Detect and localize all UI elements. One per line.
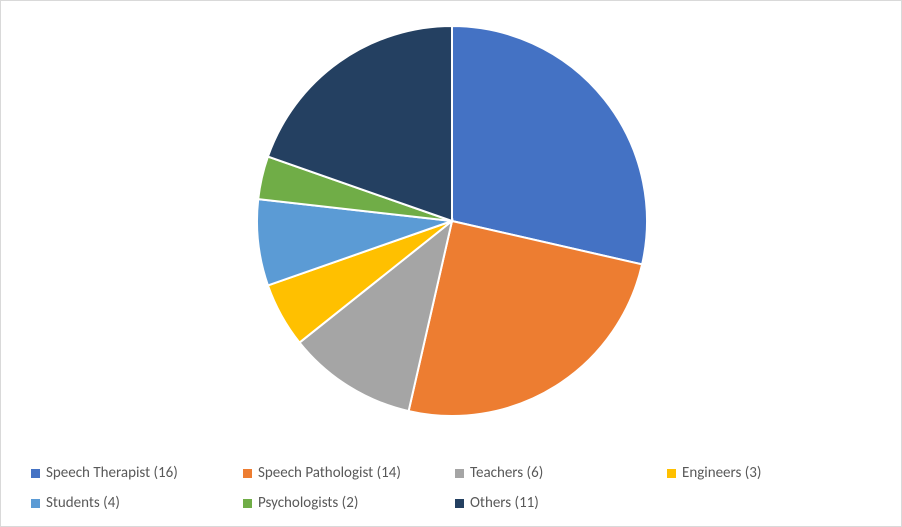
legend-label: Speech Therapist (16) <box>46 464 178 482</box>
legend-swatch <box>455 499 464 508</box>
legend-item: Speech Therapist (16) <box>31 464 235 482</box>
legend-swatch <box>667 469 676 478</box>
legend-label: Others (11) <box>470 494 539 512</box>
legend-item: Speech Pathologist (14) <box>243 464 447 482</box>
chart-frame: Speech Therapist (16) Speech Pathologist … <box>0 0 902 527</box>
legend-item: Psychologists (2) <box>243 494 447 512</box>
legend-item: Teachers (6) <box>455 464 659 482</box>
legend-label: Teachers (6) <box>470 464 543 482</box>
legend-item: Engineers (3) <box>667 464 871 482</box>
legend-label: Speech Pathologist (14) <box>258 464 401 482</box>
legend: Speech Therapist (16) Speech Pathologist … <box>31 464 871 512</box>
legend-swatch <box>243 499 252 508</box>
legend-swatch <box>243 469 252 478</box>
legend-label: Engineers (3) <box>682 464 761 482</box>
legend-item: Others (11) <box>455 494 659 512</box>
legend-item: Students (4) <box>31 494 235 512</box>
legend-swatch <box>31 469 40 478</box>
legend-label: Psychologists (2) <box>258 494 358 512</box>
legend-swatch <box>31 499 40 508</box>
legend-swatch <box>455 469 464 478</box>
pie-chart <box>1 1 902 441</box>
pie-plot-area <box>1 1 902 441</box>
legend-label: Students (4) <box>46 494 120 512</box>
